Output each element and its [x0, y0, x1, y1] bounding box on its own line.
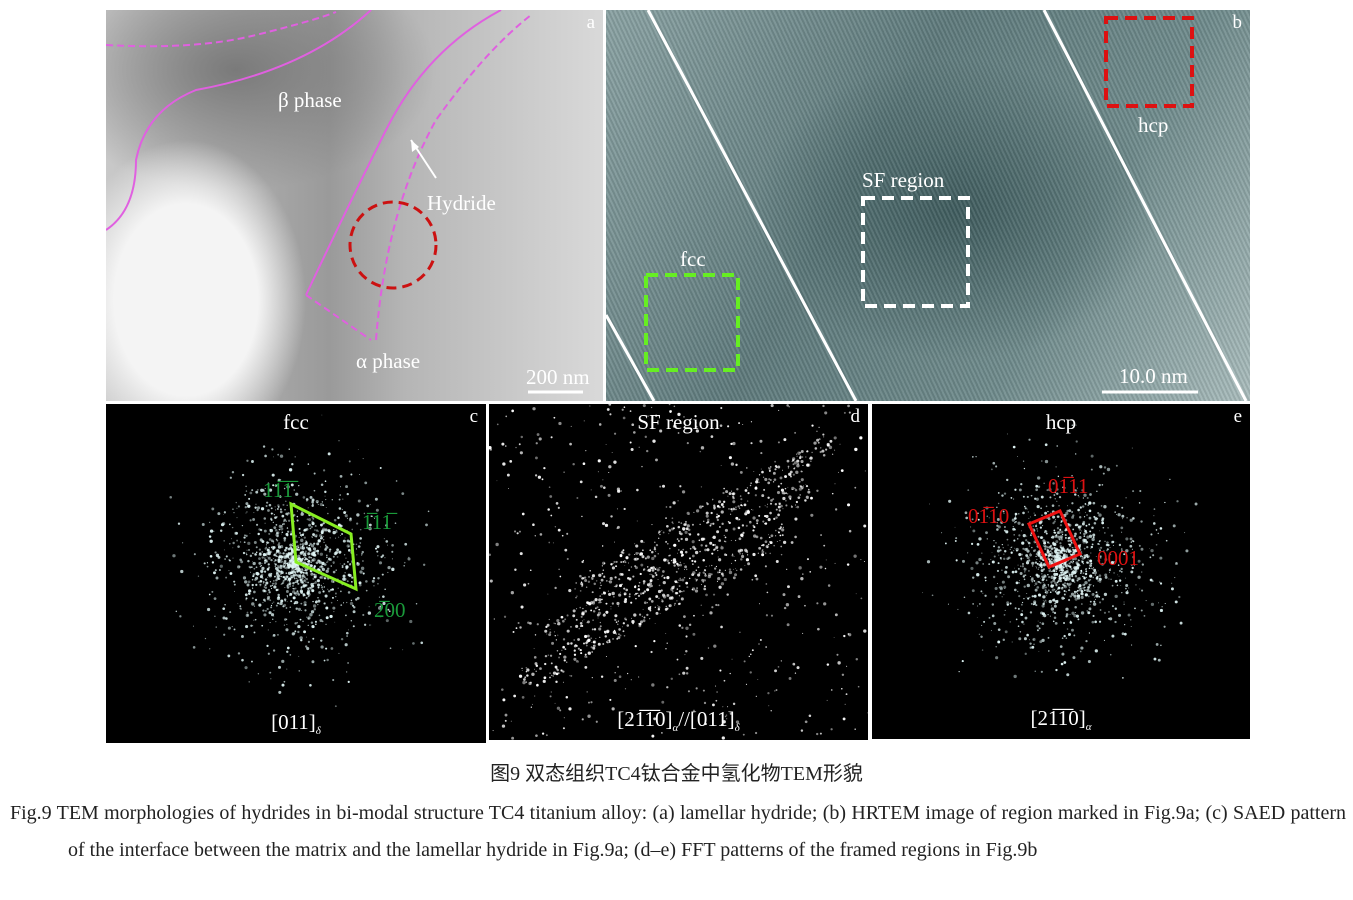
panel-title: hcp [1045, 410, 1077, 434]
panel-b-hrtem-image: b fcc SF region hcp 10.0 nm [606, 10, 1250, 401]
caption-text: Fig.9 TEM morphologies of hydrides in bi… [10, 802, 1346, 861]
fft-spots [922, 424, 1198, 679]
beta-phase-label: β phase [278, 88, 342, 112]
zone-axis: [011] [271, 709, 316, 734]
panel-e-fft-pattern: hcp e 01̅11 01̅10 0001 [21̅1̅0]α [872, 404, 1250, 739]
panel-title: fcc [283, 410, 309, 434]
panel-letter: b [1232, 12, 1243, 33]
panel-c-saed-pattern: fcc c 11̅1̅ 1̅11̅ 2̅00 [011]δ [106, 404, 486, 743]
zone-axis-subscript: δ [734, 722, 740, 734]
scale-bar-label: 10.0 nm [1119, 364, 1188, 388]
zone-axis-label: [21̅1̅0]α [872, 706, 1250, 733]
zone-axis-subscript: α [672, 722, 679, 734]
speckle-noise [169, 414, 430, 708]
zone-axis-2: //[011] [678, 706, 735, 731]
panel-title: SF region [637, 410, 720, 434]
zone-axis-subscript: δ [315, 725, 321, 737]
spot-index-label: 1̅11̅ [362, 510, 392, 534]
spot-index-label: 11̅1̅ [263, 478, 293, 502]
zone-axis-subscript: α [1085, 721, 1092, 733]
spot-index-label: 2̅00 [374, 598, 406, 622]
panel-d-fft-pattern: SF region d [21̅1̅0]α//[011]δ [489, 404, 868, 740]
spot-index-label: 0001 [1097, 546, 1139, 570]
region-frames-overlay [606, 10, 1248, 401]
sf-region-label: SF region [862, 168, 945, 192]
zone-axis: [21̅1̅0] [1030, 705, 1086, 730]
panel-letter: a [586, 12, 595, 33]
zone-axis-label: [21̅1̅0]α//[011]δ [489, 707, 868, 734]
panel-letter: c [469, 406, 478, 427]
speckle-noise [922, 424, 1198, 679]
phase-boundary-overlay [106, 10, 583, 394]
fcc-label: fcc [680, 247, 706, 271]
hcp-label: hcp [1138, 113, 1169, 137]
fft-spots [489, 404, 868, 740]
spot-index-label: 01̅10 [968, 504, 1010, 528]
diffraction-spots [169, 414, 430, 708]
zone-axis-label: [011]δ [106, 710, 486, 737]
figure-caption-chinese: 图9 双态组织TC4钛合金中氢化物TEM形貌 [490, 763, 863, 785]
alpha-phase-label: α phase [356, 349, 421, 373]
speckle-noise [489, 404, 868, 740]
panel-a-tem-image: a β phase Hydride α phase 200 nm [106, 10, 603, 401]
scale-bar-label: 200 nm [526, 365, 590, 389]
figure-caption-english: Fig.9 TEM morphologies of hydrides in bi… [10, 795, 1346, 869]
panel-letter: e [1233, 406, 1242, 427]
panel-letter: d [850, 406, 861, 427]
spot-index-label: 01̅11 [1048, 474, 1089, 498]
hydride-label: Hydride [427, 191, 496, 215]
zone-axis: [21̅1̅0] [617, 706, 673, 731]
